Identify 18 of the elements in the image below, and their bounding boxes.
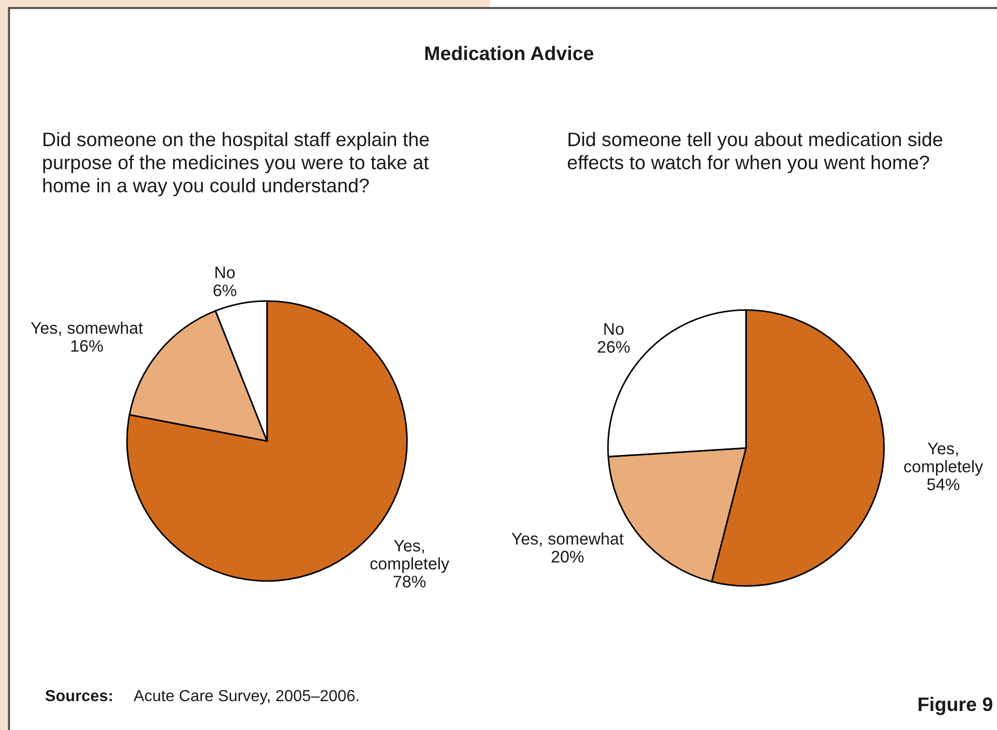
text: Acute Care Survey, 2005–2006.	[134, 690, 358, 704]
data-label: 20%	[552, 550, 584, 563]
data-label: 78%	[394, 576, 426, 588]
slice-label: Yes, completely	[904, 442, 984, 476]
chart-title: Did someone tell you about medication side effects to watch for when you went home?	[568, 132, 942, 174]
slice-label: Yes, completely	[370, 540, 450, 573]
data-label: 54%	[927, 478, 960, 490]
chart-title: Did someone on the hospital staff explain the purpose of the medicines you were to take at home in a way you could understand?	[43, 132, 429, 196]
data-label: 6%	[214, 284, 236, 296]
slice-label: Yes, somewhat	[30, 322, 143, 336]
data-label: 16%	[71, 340, 103, 352]
text: Medication Advice	[425, 46, 594, 60]
source-note: Sources:	[45, 690, 112, 702]
slice-label: No	[604, 323, 624, 335]
data-label: 26%	[598, 341, 630, 353]
caption: Figure 9	[918, 696, 992, 716]
slice-label: No	[216, 266, 235, 278]
slice-label: Yes, somewhat	[512, 532, 624, 547]
